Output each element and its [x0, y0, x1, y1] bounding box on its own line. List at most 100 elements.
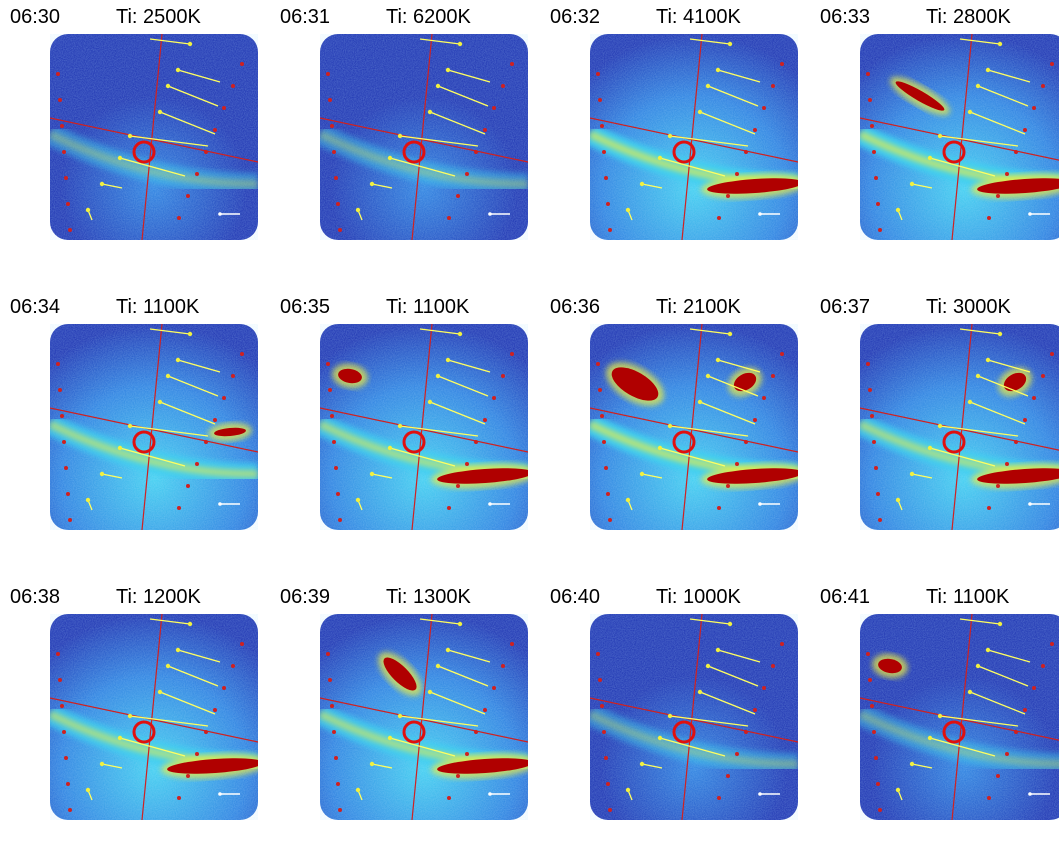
wind-vector: [389, 157, 456, 177]
wind-vector-origin: [175, 357, 181, 363]
wind-vector-origin: [997, 331, 1003, 337]
panel: 06:39 Ti: 1300K: [270, 580, 540, 850]
track-marker: [326, 652, 330, 656]
panel: 06:32 Ti: 4100K: [540, 0, 810, 270]
track-marker: [602, 730, 606, 734]
track-marker: [326, 72, 330, 76]
scale-bar-dot: [488, 792, 492, 796]
track-marker: [604, 176, 608, 180]
wind-vector: [159, 111, 216, 135]
wind-vector: [659, 447, 726, 467]
target-circle: [132, 430, 156, 454]
emission-blob: [167, 758, 258, 774]
wind-vector: [437, 665, 489, 687]
track-marker: [872, 150, 876, 154]
wind-vector: [389, 737, 456, 757]
emission-blob: [437, 758, 528, 774]
wind-vector-origin: [435, 663, 441, 669]
airglow-image: [320, 614, 528, 820]
wind-vector: [399, 425, 479, 437]
emission-blob: [977, 468, 1059, 484]
track-marker: [231, 664, 235, 668]
airglow-image: [320, 34, 528, 240]
panel-temperature: Ti: 4100K: [656, 6, 741, 28]
wind-vector-origin: [355, 497, 361, 503]
track-marker: [483, 708, 487, 712]
crosshair-vertical: [681, 614, 703, 820]
track-marker: [64, 466, 68, 470]
airglow-image: [320, 324, 528, 530]
track-marker: [465, 172, 469, 176]
crosshair-horizontal: [50, 117, 258, 163]
wind-vector: [419, 618, 461, 625]
wind-vector: [911, 473, 933, 479]
wind-vector-origin: [997, 621, 1003, 627]
wind-vector-origin: [909, 471, 915, 477]
crosshair-horizontal: [320, 117, 528, 163]
track-marker: [726, 484, 730, 488]
panel-time: 06:35: [280, 296, 331, 318]
wind-vector-origin: [117, 445, 123, 451]
track-marker: [338, 518, 342, 522]
track-marker: [870, 704, 874, 708]
crosshair-vertical: [141, 324, 163, 530]
track-marker: [231, 374, 235, 378]
wind-vector-origin: [937, 133, 943, 139]
track-marker: [60, 124, 64, 128]
panel-temperature: Ti: 1200K: [116, 586, 201, 608]
track-marker: [996, 194, 1000, 198]
scale-bar-dot: [758, 212, 762, 216]
track-marker: [1014, 440, 1018, 444]
wind-vector: [447, 649, 491, 663]
track-marker: [336, 782, 340, 786]
emission-blob: [878, 658, 902, 674]
track-marker: [62, 440, 66, 444]
wind-vector-origin: [99, 761, 105, 767]
wind-vector-origin: [715, 357, 721, 363]
track-marker: [338, 228, 342, 232]
wind-vector: [429, 401, 486, 425]
track-marker: [501, 664, 505, 668]
wind-vector-origin: [369, 471, 375, 477]
panel: 06:41 Ti: 1100K: [810, 580, 1059, 850]
wind-vector: [419, 328, 461, 335]
panel-temperature: Ti: 2800K: [926, 6, 1011, 28]
wind-vector-origin: [369, 761, 375, 767]
scale-bar-dot: [1028, 502, 1032, 506]
track-marker: [456, 194, 460, 198]
wind-vector: [959, 38, 1001, 45]
emission-blob: [733, 372, 757, 392]
track-marker: [1050, 642, 1054, 646]
track-marker: [596, 362, 600, 366]
wind-vector-origin: [427, 689, 433, 695]
scale-bar-dot: [488, 502, 492, 506]
track-marker: [735, 752, 739, 756]
track-marker: [332, 150, 336, 154]
wind-vector: [371, 763, 393, 769]
wind-vector-origin: [187, 41, 193, 47]
wind-vector-origin: [445, 357, 451, 363]
track-marker: [465, 462, 469, 466]
scale-bar-dot: [758, 502, 762, 506]
wind-vector: [447, 69, 491, 83]
track-marker: [735, 462, 739, 466]
target-circle: [942, 140, 966, 164]
airglow-arc-core: [590, 710, 798, 768]
track-marker: [608, 808, 612, 812]
track-marker: [744, 150, 748, 154]
track-marker: [177, 216, 181, 220]
track-marker: [753, 418, 757, 422]
track-marker: [987, 216, 991, 220]
panel-time: 06:41: [820, 586, 871, 608]
track-marker: [1005, 172, 1009, 176]
panel-time: 06:36: [550, 296, 601, 318]
track-marker: [868, 678, 872, 682]
track-marker: [1032, 686, 1036, 690]
track-marker: [780, 352, 784, 356]
airglow-arc-core: [320, 130, 528, 188]
track-marker: [868, 388, 872, 392]
wind-vector: [717, 359, 761, 373]
track-marker: [876, 782, 880, 786]
wind-vector-origin: [937, 423, 943, 429]
panel-temperature: Ti: 6200K: [386, 6, 471, 28]
